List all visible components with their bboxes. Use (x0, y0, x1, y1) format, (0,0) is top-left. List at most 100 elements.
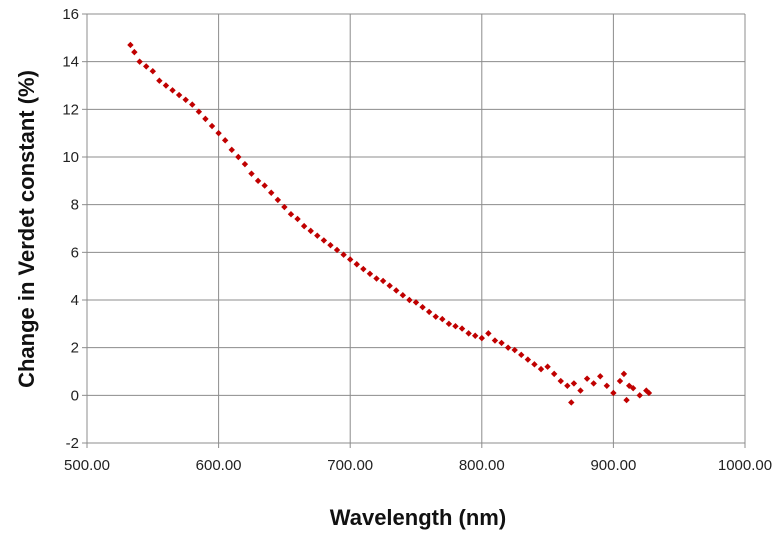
data-point (221, 137, 229, 144)
data-point (182, 96, 189, 103)
data-point (511, 346, 518, 354)
data-point (175, 91, 183, 99)
data-point (597, 373, 604, 380)
y-tick-label: -2 (66, 435, 79, 452)
data-point (327, 241, 334, 249)
data-point (645, 389, 653, 397)
data-point (399, 292, 407, 299)
y-tick-label: 2 (71, 340, 79, 357)
data-point (333, 246, 341, 254)
data-point (432, 313, 439, 320)
data-point (564, 382, 571, 389)
data-point (524, 356, 532, 363)
data-point (472, 332, 479, 339)
x-tick-label: 1000.00 (718, 457, 772, 474)
x-tick-label: 600.00 (196, 457, 242, 474)
data-point (550, 370, 558, 378)
data-points (127, 41, 653, 406)
x-tick-label: 800.00 (459, 457, 505, 474)
y-tick-label: 12 (62, 101, 79, 118)
data-point (254, 177, 262, 185)
data-point (419, 303, 426, 311)
data-point (360, 265, 367, 273)
data-point (590, 380, 597, 387)
data-point (235, 153, 242, 161)
data-point (406, 296, 413, 304)
data-point (412, 299, 420, 306)
data-point (366, 270, 374, 277)
data-point (485, 330, 492, 337)
data-point (629, 384, 637, 392)
data-point (195, 108, 203, 115)
data-point (498, 339, 505, 347)
data-point (268, 189, 275, 196)
data-point (208, 122, 216, 130)
data-point (568, 399, 575, 406)
data-point (583, 375, 591, 382)
x-tick-labels: 500.00 600.00 700.00 800.00 900.00 1000.00 (64, 457, 772, 474)
data-point (300, 222, 308, 230)
data-point (314, 232, 321, 239)
y-tick-label: 10 (62, 149, 79, 166)
data-point (616, 377, 624, 385)
data-point (518, 351, 525, 359)
data-point (373, 275, 380, 282)
data-point (189, 101, 196, 108)
data-point (623, 396, 630, 404)
data-point (425, 308, 433, 316)
data-point (379, 277, 387, 285)
data-point (127, 41, 134, 49)
data-point (452, 323, 459, 330)
data-point (281, 203, 288, 211)
data-point (202, 115, 209, 123)
y-tick-label: 6 (71, 244, 79, 261)
data-point (347, 256, 354, 263)
x-tick-label: 500.00 (64, 457, 110, 474)
data-point (353, 261, 360, 268)
data-point (136, 58, 143, 65)
data-point (603, 382, 611, 389)
data-point (169, 87, 176, 94)
data-point (131, 48, 138, 56)
data-point (215, 129, 222, 137)
data-point (478, 334, 485, 342)
y-axis-title: Change in Verdet constant (%) (14, 70, 39, 388)
data-point (287, 211, 295, 218)
data-point (439, 315, 446, 323)
y-tick-label: 0 (71, 387, 79, 404)
data-point (458, 325, 466, 332)
data-point (393, 287, 400, 294)
grid-lines (82, 13, 746, 448)
y-tick-label: 14 (62, 54, 79, 71)
data-point (445, 320, 453, 328)
data-point (248, 170, 255, 177)
data-point (386, 282, 393, 289)
data-point (491, 337, 499, 344)
x-axis-title: Wavelength (nm) (330, 505, 506, 530)
data-point (156, 77, 163, 84)
y-tick-label: 4 (71, 292, 79, 309)
data-point (577, 387, 584, 394)
data-point (643, 387, 650, 394)
data-point (320, 237, 328, 244)
x-tick-label: 900.00 (590, 457, 636, 474)
data-point (241, 160, 249, 168)
x-tick-label: 700.00 (327, 457, 373, 474)
data-point (557, 377, 564, 385)
y-tick-label: 16 (62, 6, 79, 23)
data-point (620, 370, 628, 378)
data-point (228, 146, 235, 154)
data-point (261, 182, 268, 189)
data-point (274, 196, 282, 204)
data-point (570, 380, 578, 387)
data-point (544, 363, 551, 370)
data-point (610, 389, 617, 397)
data-point (143, 63, 150, 70)
data-point (636, 392, 643, 399)
data-point (465, 330, 472, 337)
data-point (340, 251, 347, 258)
y-tick-labels: -2 0 2 4 6 8 10 12 14 16 (62, 6, 79, 452)
data-point (307, 227, 314, 235)
data-point (537, 365, 545, 373)
